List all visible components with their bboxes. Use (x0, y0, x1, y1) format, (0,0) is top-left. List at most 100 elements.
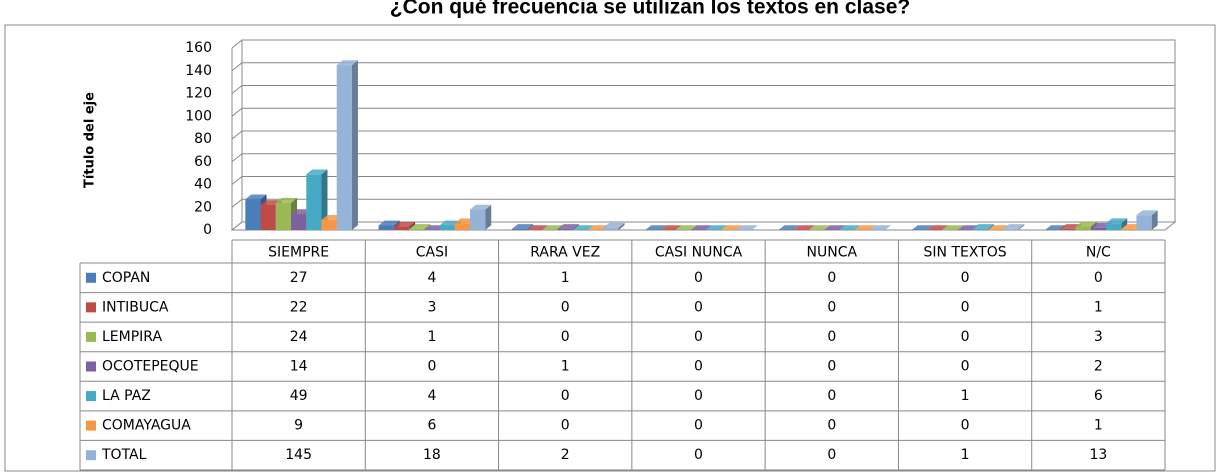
table-cell: 0 (961, 329, 970, 345)
bar (306, 174, 322, 230)
bar (291, 214, 307, 230)
bar-top (869, 225, 892, 230)
bar-top (409, 224, 431, 229)
x-tick-label: SIN TEXTOS (924, 245, 1007, 261)
bar-side (1018, 224, 1025, 230)
bar-top (778, 225, 800, 230)
bar (439, 225, 455, 230)
grid-line (231, 62, 1175, 72)
table-cell: 0 (561, 329, 570, 345)
table-cell: 3 (427, 299, 436, 315)
bar-top (527, 225, 549, 230)
legend-label: INTIBUCA (102, 299, 169, 315)
table-cell: 0 (561, 388, 570, 404)
bar (1136, 215, 1152, 230)
y-axis-label: Título del eje (83, 92, 98, 188)
table-cell: 1 (427, 329, 436, 345)
bar (511, 228, 528, 230)
legend-label: COPAN (102, 270, 150, 286)
bar-side (1151, 210, 1158, 230)
bar (454, 223, 471, 230)
x-tick-label: SIEMPRE (268, 245, 329, 261)
table-cell: 13 (1089, 447, 1107, 463)
bar (321, 219, 337, 230)
grid-line (231, 130, 1175, 140)
bar-top (378, 220, 400, 226)
y-tick-label: 140 (185, 63, 212, 79)
table-cell: 2 (561, 447, 570, 463)
table-cell: 0 (694, 329, 703, 345)
table-cell: 0 (827, 359, 836, 375)
x-tick-label: RARA VEZ (530, 245, 600, 261)
y-tick-label: 120 (185, 86, 212, 102)
legend-swatch (86, 272, 96, 283)
bar-top (854, 225, 876, 230)
table-cell: 3 (1094, 329, 1103, 345)
table-cell: 0 (694, 299, 703, 315)
table-cell: 0 (827, 388, 836, 404)
bar (393, 226, 410, 230)
legend-swatch (86, 391, 96, 402)
table-cell: 27 (290, 270, 308, 286)
table-cell: 0 (561, 418, 570, 434)
table-cell: 4 (427, 270, 436, 286)
bar (470, 209, 486, 230)
bar-top (1105, 218, 1128, 224)
bar (972, 228, 988, 230)
bar (1075, 226, 1091, 230)
table-cell: 49 (290, 388, 308, 404)
legend-swatch (86, 361, 96, 372)
bar-top (660, 225, 682, 230)
legend-label: TOTAL (101, 447, 147, 463)
bar-top (1136, 210, 1158, 216)
y-tick-label: 100 (185, 108, 212, 124)
bar-top (557, 224, 579, 229)
bar-side (527, 224, 534, 230)
bar-top (721, 225, 743, 230)
y-tick-label: 0 (203, 222, 212, 238)
table-cell: 0 (827, 418, 836, 434)
bar-side (987, 224, 994, 230)
bar-top (393, 221, 416, 227)
x-tick-label: N/C (1086, 245, 1111, 261)
bar-top (511, 224, 534, 229)
table-cell: 0 (694, 447, 703, 463)
table-cell: 0 (694, 359, 703, 375)
chart-title: ¿Con qué frecuencia se utilizan los text… (390, 0, 910, 19)
table-cell: 0 (961, 359, 970, 375)
bar (1060, 228, 1076, 230)
legend-label: OCOTEPEQUE (102, 359, 199, 375)
legend-swatch (86, 450, 96, 461)
bar-top (245, 194, 267, 200)
table-cell: 1 (961, 447, 970, 463)
bar-side (618, 222, 625, 230)
grid-line (231, 198, 1175, 208)
bar-top (793, 225, 815, 230)
table-cell: 0 (827, 329, 836, 345)
table-cell: 0 (561, 299, 570, 315)
bar-top (1075, 221, 1097, 227)
table-cell: 0 (427, 359, 436, 375)
table-cell: 4 (427, 388, 436, 404)
legend-label: LEMPIRA (102, 329, 162, 345)
bar-side (572, 224, 579, 230)
table-cell: 6 (427, 418, 436, 434)
bar-top (926, 225, 949, 230)
bar (603, 227, 619, 230)
grid-line (231, 85, 1175, 94)
bar (260, 204, 276, 230)
y-tick-label: 80 (194, 131, 212, 147)
bar-top (306, 169, 328, 175)
legend-label: COMAYAGUA (102, 418, 191, 434)
x-tick-label: CASI NUNCA (655, 245, 743, 261)
bar-top (603, 222, 625, 228)
table-cell: 6 (1094, 388, 1103, 404)
x-tick-label: CASI (416, 245, 448, 261)
bar-top (942, 225, 964, 230)
grid-line (231, 153, 1175, 163)
table-cell: 1 (1094, 418, 1103, 434)
bar-top (572, 225, 595, 230)
table-cell: 24 (290, 329, 308, 345)
legend-swatch (86, 331, 96, 342)
